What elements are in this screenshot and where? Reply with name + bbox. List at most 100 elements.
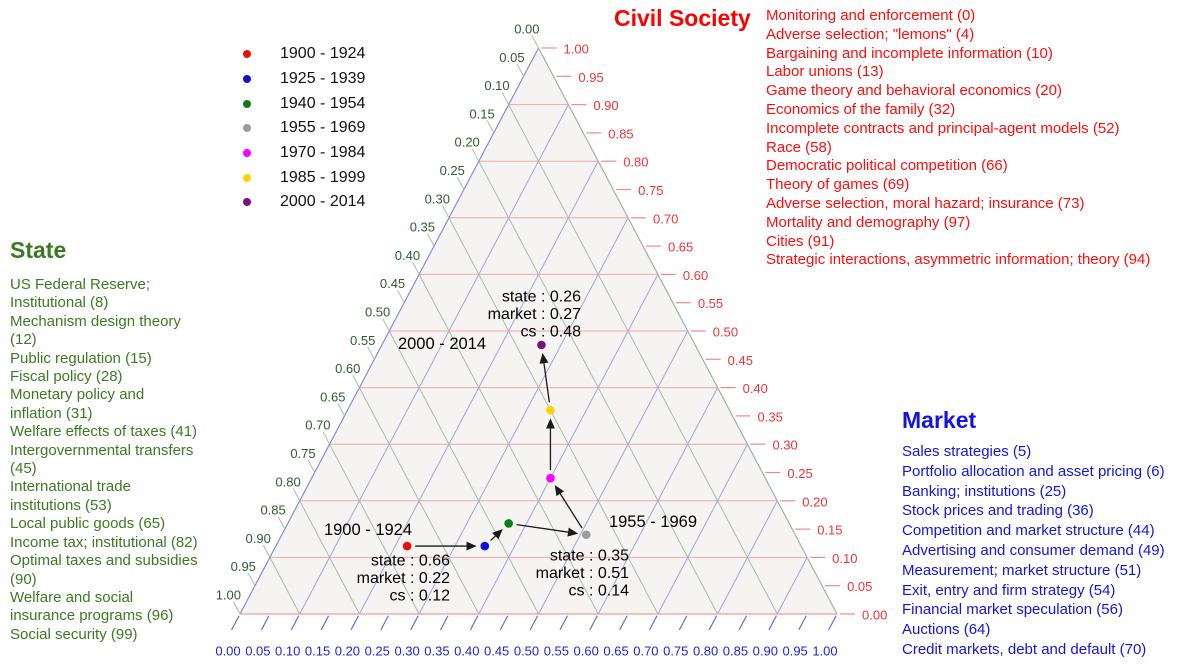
topic-item: Adverse selection; "lemons" (4) (766, 25, 975, 43)
annotation-period-label: 1900 - 1924 (324, 521, 412, 539)
market-tick-label: 0.35 (424, 644, 449, 659)
state-tick-label: 0.15 (469, 106, 494, 121)
market-tick (798, 615, 807, 631)
legend-label: 1925 - 1939 (280, 70, 366, 88)
trajectory-arrow (516, 523, 579, 537)
state-tick-label: 0.10 (484, 78, 509, 93)
legend-item: 1940 - 1954 (243, 91, 365, 116)
gridline-market (478, 274, 659, 615)
gridline-state (329, 443, 420, 615)
market-tick (589, 615, 598, 631)
gridline-state (448, 217, 659, 615)
topic-item: Stock prices and trading (36) (902, 502, 1094, 520)
state-tick-label: 0.55 (350, 333, 375, 348)
legend-swatch-icon (243, 124, 251, 133)
market-tick (320, 615, 330, 631)
state-tick (262, 544, 271, 558)
legend-item: 1985 - 1999 (243, 165, 365, 190)
cs-tick-label: 0.10 (832, 551, 857, 566)
state-tick (367, 346, 375, 360)
legend-swatch-icon (243, 149, 251, 158)
state-topic-list: US Federal Reserve; Institutional (8) Mec… (10, 276, 240, 644)
topic-item: Advertising and consumer demand (49) (902, 541, 1165, 559)
civil-society-topic-list: Monitoring and enforcement (0) Adverse se… (766, 7, 1197, 270)
gridline-market (657, 443, 748, 615)
legend-label: 1985 - 1999 (280, 168, 366, 186)
legend-swatch-icon (243, 50, 251, 59)
gridline-state (478, 160, 719, 615)
topic-item: Portfolio allocation and asset pricing (… (902, 462, 1165, 480)
market-tick (559, 615, 568, 631)
topic-item: Public regulation (15) (10, 349, 152, 367)
legend-swatch-icon (243, 173, 251, 182)
annotation-stat-line: market : 0.51 (536, 565, 629, 582)
annotation-period-label: 2000 - 2014 (398, 335, 486, 353)
state-tick-label: 0.70 (305, 418, 330, 433)
state-tick-label: 0.20 (454, 135, 479, 150)
annotation-stat-line: market : 0.22 (357, 570, 450, 587)
market-tick (738, 615, 748, 631)
market-tick-label: 0.30 (394, 644, 419, 659)
cs-tick-label: 1.00 (564, 42, 589, 57)
market-tick-label: 0.20 (335, 644, 360, 659)
legend-label: 1970 - 1984 (280, 144, 366, 162)
state-tick (352, 374, 360, 388)
market-tick (290, 615, 300, 631)
market-tick-label: 0.65 (603, 644, 628, 659)
state-tick (427, 233, 435, 247)
market-tick (678, 615, 688, 631)
market-tick-label: 0.15 (305, 644, 330, 659)
topic-item: Financial market speculation (56) (902, 601, 1123, 619)
legend-item: 2000 - 2014 (243, 190, 365, 215)
data-point-1970-1984 (546, 473, 555, 483)
topic-item: Exit, entry and firm strategy (54) (902, 581, 1116, 599)
topic-item: Competition and market structure (44) (902, 522, 1155, 540)
state-tick-label: 0.50 (365, 305, 390, 320)
market-tick (529, 615, 539, 631)
annotation-stat-block: state : 0.26 market : 0.27 cs : 0.48 (488, 289, 581, 341)
topic-item: Banking; institutions (25) (902, 482, 1067, 500)
gridline-market (358, 160, 599, 615)
market-tick (350, 615, 359, 631)
cs-tick-label: 0.75 (638, 183, 663, 198)
topic-item: Democratic political competition (66) (766, 157, 1008, 175)
market-tick (648, 615, 658, 631)
cs-tick-label: 0.40 (743, 381, 768, 396)
market-tick (828, 615, 837, 631)
cs-tick-label: 0.05 (847, 579, 872, 594)
annotation-stat-block: state : 0.35 market : 0.51 cs : 0.14 (536, 548, 629, 600)
market-tick (619, 615, 628, 631)
market-tick-label: 0.55 (544, 644, 569, 659)
market-tick (708, 615, 718, 631)
topic-item: Fiscal policy (28) (10, 368, 123, 386)
topic-item: International trade institutions (53) (10, 478, 131, 514)
data-point-1985-1999 (546, 405, 555, 415)
topic-item: US Federal Reserve; Institutional (8) (10, 276, 151, 312)
market-tick-label: 0.60 (574, 644, 599, 659)
market-tick (380, 615, 389, 631)
gridline-market (776, 557, 808, 615)
state-tick-label: 0.05 (499, 50, 524, 65)
market-tick-label: 0.70 (633, 644, 658, 659)
topic-item: Social security (99) (10, 625, 138, 643)
legend-label: 2000 - 2014 (280, 193, 366, 211)
topic-item: Cities (91) (766, 232, 835, 250)
legend-item: 1970 - 1984 (243, 141, 365, 166)
topic-item: Mechanism design theory (12) (10, 312, 181, 349)
period-legend: 1900 - 1924 1925 - 1939 1940 - 1954 1955 - … (243, 42, 365, 215)
market-tick-label: 0.05 (245, 644, 270, 659)
state-tick-label: 0.25 (440, 163, 465, 178)
data-point-1955-1969 (581, 530, 591, 540)
state-tick (516, 63, 525, 77)
cs-tick-label: 0.85 (608, 126, 633, 141)
state-tick-label: 0.90 (246, 531, 271, 546)
cs-tick-label: 0.55 (698, 296, 723, 311)
market-tick-label: 0.80 (693, 644, 718, 659)
market-tick (440, 615, 449, 631)
gridline-market (418, 217, 629, 615)
data-point-1925-1939 (480, 541, 490, 551)
state-tick-label: 0.80 (275, 474, 300, 489)
cs-tick-label: 0.50 (713, 325, 738, 340)
market-tick-label: 1.00 (812, 644, 837, 659)
topic-item: Auctions (64) (902, 621, 991, 639)
